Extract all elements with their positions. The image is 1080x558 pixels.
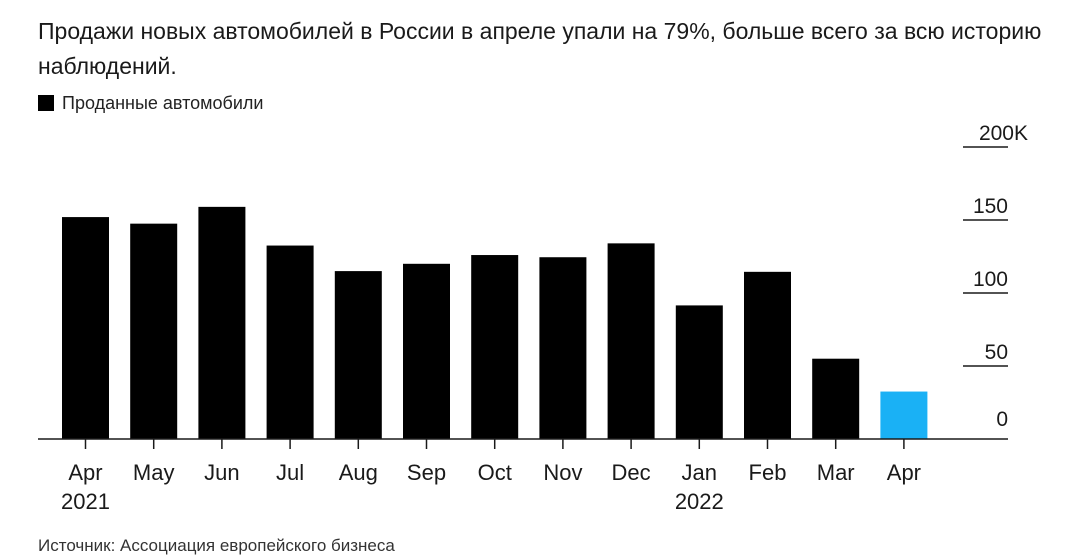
x-tick-label: Aug (339, 460, 378, 485)
x-tick-label: Dec (612, 460, 651, 485)
bar-nov-7 (539, 257, 587, 439)
bar-jun-2 (198, 206, 246, 439)
x-year-label: 2022 (675, 489, 724, 514)
x-tick-label: Jan (682, 460, 717, 485)
x-tick-label: Nov (543, 460, 582, 485)
x-tick-label: Jun (204, 460, 239, 485)
y-tick-label: 0 (996, 408, 1008, 431)
bar-dec-8 (607, 243, 655, 439)
legend-swatch (38, 95, 54, 111)
x-tick-label: Oct (478, 460, 512, 485)
x-tick-label: Jul (276, 460, 304, 485)
legend: Проданные автомобили (38, 90, 263, 116)
y-tick-label: 50 (985, 341, 1008, 364)
bar-aug-4 (334, 271, 382, 439)
bar-feb-10 (744, 271, 791, 439)
bar-jul-3 (266, 245, 314, 439)
x-tick-label: Apr (887, 460, 921, 485)
y-tick-label: 200K (979, 122, 1028, 145)
y-axis: 200K 150 100 50 0 (963, 122, 1028, 431)
x-axis-labels: Apr 2021 May Jun Jul Aug Sep Oct Nov Dec Jan 2022 Fe… (61, 439, 921, 514)
x-tick-label: Apr (68, 460, 102, 485)
bar-apr-12 (880, 391, 928, 439)
y-tick-label: 150 (973, 195, 1008, 218)
bars-group (62, 206, 928, 439)
y-tick-label: 100 (973, 268, 1008, 291)
bar-apr-2021 (62, 217, 109, 439)
x-tick-label: May (133, 460, 175, 485)
chart-title: Продажи новых автомобилей в России в апр… (38, 18, 1042, 79)
bar-oct-6 (471, 255, 519, 439)
bar-mar-11 (812, 358, 860, 439)
bar-may-1 (130, 223, 178, 439)
bar-sep-5 (403, 263, 450, 439)
x-tick-label: Mar (817, 460, 855, 485)
source-note: Источник: Ассоциация европейского бизнес… (38, 536, 395, 555)
legend-label: Проданные автомобили (62, 92, 264, 113)
x-tick-label: Feb (749, 460, 787, 485)
x-tick-label: Sep (407, 460, 446, 485)
x-year-label: 2021 (61, 489, 110, 514)
bar-jan-2022 (675, 305, 723, 439)
